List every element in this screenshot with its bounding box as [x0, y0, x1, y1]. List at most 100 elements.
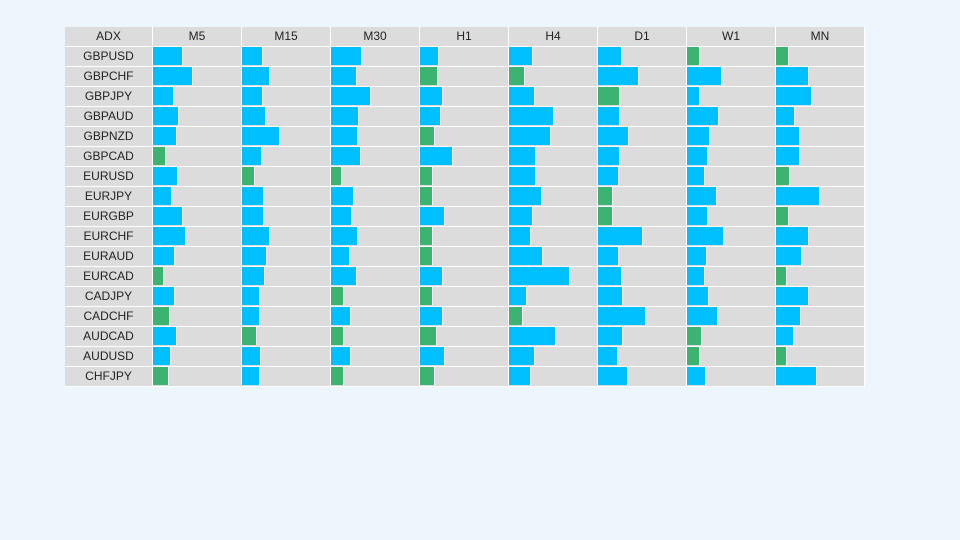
cell-gbpjpy-h4 [509, 87, 598, 107]
cell-chfjpy-d1 [598, 367, 687, 387]
adx-bar-eurjpy-m5 [153, 187, 173, 205]
adx-bar-audusd-d1 [598, 347, 619, 365]
adx-bar-audcad-h1 [420, 327, 437, 345]
adx-bar-eurcad-h1 [420, 267, 443, 285]
cell-eurchf-h4 [509, 227, 598, 247]
adx-bar-cadjpy-h1 [420, 287, 434, 305]
adx-bar-cadchf-d1 [598, 307, 646, 325]
cell-gbpaud-m5 [153, 107, 242, 127]
cell-eurjpy-w1 [687, 187, 776, 207]
cell-gbpchf-m5 [153, 67, 242, 87]
cell-euraud-h1 [420, 247, 509, 267]
cell-gbpnzd-m15 [242, 127, 331, 147]
adx-bar-eurchf-w1 [687, 227, 724, 245]
cell-eurjpy-d1 [598, 187, 687, 207]
cell-chfjpy-w1 [687, 367, 776, 387]
cell-eurusd-mn [776, 167, 865, 187]
adx-bar-eurusd-m5 [153, 167, 178, 185]
cell-gbpjpy-mn [776, 87, 865, 107]
adx-bar-cadchf-m30 [331, 307, 352, 325]
cell-eurjpy-h1 [420, 187, 509, 207]
adx-bar-cadchf-mn [776, 307, 801, 325]
adx-bar-gbpjpy-m30 [331, 87, 371, 105]
adx-bar-eurusd-m30 [331, 167, 343, 185]
adx-bar-cadchf-h1 [420, 307, 443, 325]
cell-gbpusd-h1 [420, 47, 509, 67]
adx-bar-gbpaud-m30 [331, 107, 360, 125]
adx-bar-eurchf-m30 [331, 227, 359, 245]
adx-bar-eurusd-h4 [509, 167, 537, 185]
adx-bar-gbpchf-h4 [509, 67, 525, 85]
cell-eurcad-m30 [331, 267, 420, 287]
adx-bar-gbpcad-m5 [153, 147, 167, 165]
cell-eurjpy-m5 [153, 187, 242, 207]
adx-bar-eurgbp-m15 [242, 207, 264, 225]
row-label-gbpchf: GBPCHF [65, 67, 153, 87]
adx-bar-audusd-m30 [331, 347, 352, 365]
adx-bar-chfjpy-m5 [153, 367, 169, 385]
cell-audcad-mn [776, 327, 865, 347]
cell-gbpaud-h4 [509, 107, 598, 127]
adx-bar-gbpusd-h1 [420, 47, 440, 65]
adx-bar-audcad-mn [776, 327, 795, 345]
cell-eurjpy-mn [776, 187, 865, 207]
adx-bar-gbpjpy-m5 [153, 87, 175, 105]
adx-bar-gbpaud-mn [776, 107, 796, 125]
cell-eurjpy-h4 [509, 187, 598, 207]
adx-bar-chfjpy-d1 [598, 367, 628, 385]
adx-bar-gbpjpy-h4 [509, 87, 535, 105]
adx-bar-eurchf-m15 [242, 227, 271, 245]
cell-eurcad-w1 [687, 267, 776, 287]
adx-bar-euraud-m15 [242, 247, 267, 265]
adx-bar-eurcad-mn [776, 267, 788, 285]
cell-eurchf-m5 [153, 227, 242, 247]
adx-bar-gbpcad-m30 [331, 147, 361, 165]
cell-cadjpy-m30 [331, 287, 420, 307]
cell-audusd-m5 [153, 347, 242, 367]
adx-bar-eurchf-mn [776, 227, 810, 245]
cell-eurusd-m5 [153, 167, 242, 187]
adx-bar-eurchf-h4 [509, 227, 531, 245]
cell-cadchf-mn [776, 307, 865, 327]
cell-cadjpy-mn [776, 287, 865, 307]
cell-chfjpy-h1 [420, 367, 509, 387]
cell-eurchf-d1 [598, 227, 687, 247]
adx-bar-eurusd-h1 [420, 167, 434, 185]
cell-gbpchf-h4 [509, 67, 598, 87]
cell-chfjpy-m5 [153, 367, 242, 387]
adx-bar-euraud-mn [776, 247, 802, 265]
cell-eurjpy-m30 [331, 187, 420, 207]
adx-bar-eurgbp-d1 [598, 207, 613, 225]
cell-eurchf-m15 [242, 227, 331, 247]
cell-gbpnzd-w1 [687, 127, 776, 147]
adx-bar-eurchf-d1 [598, 227, 643, 245]
adx-bar-cadchf-m5 [153, 307, 170, 325]
adx-bar-gbpaud-d1 [598, 107, 620, 125]
adx-bar-euraud-h1 [420, 247, 434, 265]
adx-bar-gbpjpy-mn [776, 87, 813, 105]
cell-eurcad-h4 [509, 267, 598, 287]
cell-audusd-w1 [687, 347, 776, 367]
column-header-m5: M5 [153, 27, 242, 47]
cell-gbpnzd-m5 [153, 127, 242, 147]
column-header-h1: H1 [420, 27, 509, 47]
row-label-cadchf: CADCHF [65, 307, 153, 327]
adx-bar-gbpjpy-w1 [687, 87, 701, 105]
cell-eurgbp-m30 [331, 207, 420, 227]
cell-gbpjpy-m15 [242, 87, 331, 107]
adx-bar-euraud-d1 [598, 247, 620, 265]
adx-bar-gbpusd-m15 [242, 47, 264, 65]
cell-cadjpy-h1 [420, 287, 509, 307]
adx-bar-chfjpy-w1 [687, 367, 707, 385]
cell-euraud-m15 [242, 247, 331, 267]
row-label-chfjpy: CHFJPY [65, 367, 153, 387]
cell-eurcad-h1 [420, 267, 509, 287]
adx-bar-eurgbp-w1 [687, 207, 709, 225]
row-label-gbpjpy: GBPJPY [65, 87, 153, 107]
adx-bar-chfjpy-mn [776, 367, 818, 385]
cell-eurgbp-mn [776, 207, 865, 227]
row-label-euraud: EURAUD [65, 247, 153, 267]
adx-bar-eurjpy-mn [776, 187, 820, 205]
cell-eurgbp-d1 [598, 207, 687, 227]
cell-gbpusd-w1 [687, 47, 776, 67]
